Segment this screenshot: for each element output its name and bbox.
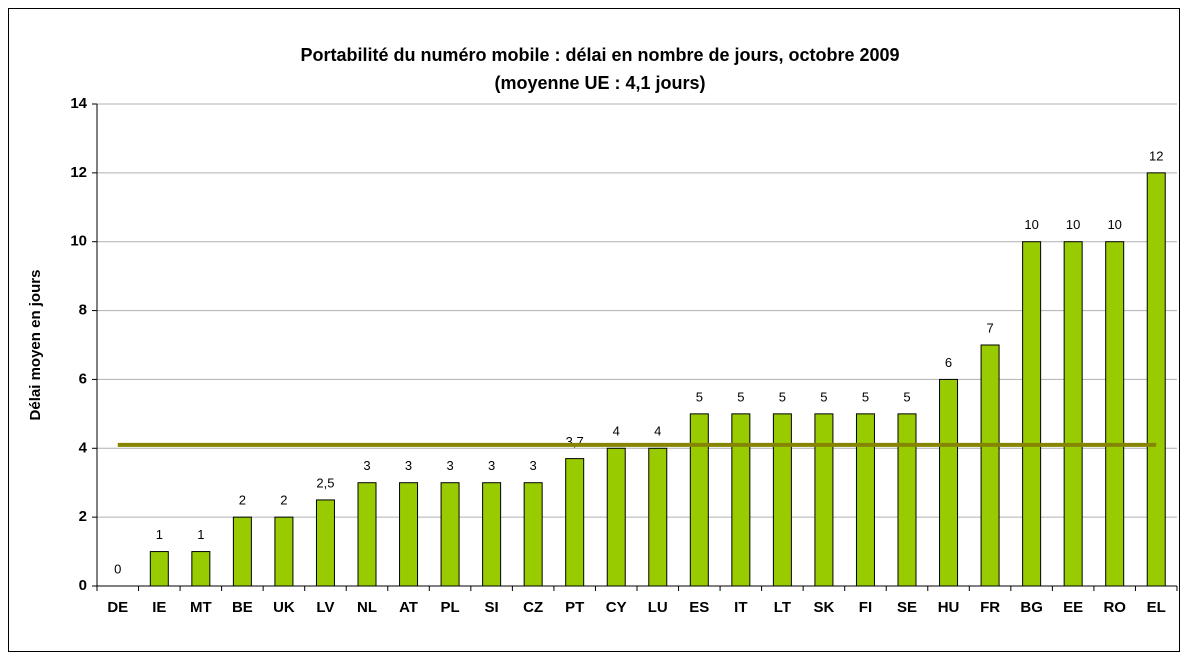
x-tick-label: SK bbox=[814, 599, 835, 616]
x-tick-label: PL bbox=[440, 599, 459, 616]
bar bbox=[357, 482, 377, 587]
value-label: 10 bbox=[1024, 217, 1038, 232]
x-tick-label: HU bbox=[938, 599, 960, 616]
value-label: 5 bbox=[779, 389, 786, 404]
x-tick-label: LT bbox=[774, 599, 791, 616]
chart-subtitle: (moyenne UE : 4,1 jours) bbox=[494, 73, 705, 93]
bar bbox=[482, 482, 502, 587]
value-label: 4 bbox=[613, 424, 620, 439]
x-tick-label: SE bbox=[897, 599, 917, 616]
bar bbox=[191, 551, 211, 587]
value-label: 3 bbox=[363, 458, 370, 473]
value-label: 10 bbox=[1107, 217, 1121, 232]
x-tick-label: IE bbox=[152, 599, 166, 616]
bar bbox=[565, 458, 585, 587]
y-tick-label: 12 bbox=[70, 164, 87, 181]
bar bbox=[1063, 241, 1083, 587]
x-tick-label: IT bbox=[734, 599, 747, 616]
bar bbox=[1146, 172, 1166, 587]
value-label: 2,5 bbox=[316, 475, 334, 490]
chart-frame bbox=[8, 8, 1180, 652]
bar bbox=[897, 413, 917, 587]
x-tick-label: CZ bbox=[523, 599, 543, 616]
value-label: 3 bbox=[405, 458, 412, 473]
bar bbox=[440, 482, 460, 587]
bar bbox=[772, 413, 792, 587]
bar bbox=[1022, 241, 1042, 587]
x-tick-label: UK bbox=[273, 599, 295, 616]
bar bbox=[149, 551, 169, 587]
y-axis-label: Délai moyen en jours bbox=[27, 270, 44, 421]
bar bbox=[648, 447, 668, 587]
x-tick-label: DE bbox=[107, 599, 128, 616]
bar bbox=[814, 413, 834, 587]
value-label: 2 bbox=[239, 493, 246, 508]
x-tick-label: PT bbox=[565, 599, 584, 616]
value-label: 5 bbox=[903, 389, 910, 404]
value-label: 1 bbox=[197, 527, 204, 542]
bar bbox=[399, 482, 419, 587]
value-label: 5 bbox=[737, 389, 744, 404]
x-tick-label: BE bbox=[232, 599, 253, 616]
bar bbox=[855, 413, 875, 587]
y-tick-label: 6 bbox=[79, 370, 87, 387]
bar bbox=[689, 413, 709, 587]
x-tick-label: ES bbox=[689, 599, 709, 616]
chart-title: Portabilité du numéro mobile : délai en … bbox=[300, 45, 899, 65]
bar bbox=[232, 516, 252, 587]
value-label: 6 bbox=[945, 355, 952, 370]
value-label: 1 bbox=[156, 527, 163, 542]
bar bbox=[315, 499, 335, 587]
x-tick-label: FR bbox=[980, 599, 1000, 616]
y-tick-label: 0 bbox=[79, 577, 87, 594]
y-tick-label: 2 bbox=[79, 508, 87, 525]
value-label: 7 bbox=[986, 320, 993, 335]
value-label: 3 bbox=[488, 458, 495, 473]
x-tick-label: NL bbox=[357, 599, 377, 616]
x-tick-label: MT bbox=[190, 599, 212, 616]
x-tick-label: SI bbox=[485, 599, 499, 616]
value-label: 10 bbox=[1066, 217, 1080, 232]
value-label: 5 bbox=[696, 389, 703, 404]
bar bbox=[731, 413, 751, 587]
bar bbox=[939, 378, 959, 587]
x-tick-label: LV bbox=[316, 599, 334, 616]
value-label: 3 bbox=[530, 458, 537, 473]
bar bbox=[980, 344, 1000, 587]
value-label: 5 bbox=[862, 389, 869, 404]
value-label: 3 bbox=[446, 458, 453, 473]
bar bbox=[523, 482, 543, 587]
y-tick-label: 14 bbox=[70, 95, 87, 112]
x-tick-label: AT bbox=[399, 599, 418, 616]
value-label: 12 bbox=[1149, 148, 1163, 163]
x-tick-label: BG bbox=[1020, 599, 1043, 616]
value-label: 5 bbox=[820, 389, 827, 404]
x-tick-label: CY bbox=[606, 599, 627, 616]
x-tick-label: RO bbox=[1103, 599, 1126, 616]
value-label: 2 bbox=[280, 493, 287, 508]
x-tick-label: EE bbox=[1063, 599, 1083, 616]
x-tick-label: EL bbox=[1147, 599, 1166, 616]
value-label: 4 bbox=[654, 424, 661, 439]
value-label: 0 bbox=[114, 561, 121, 576]
bar bbox=[1105, 241, 1125, 587]
y-tick-label: 10 bbox=[70, 233, 87, 250]
bar bbox=[274, 516, 294, 587]
y-tick-label: 4 bbox=[79, 439, 88, 456]
x-tick-label: LU bbox=[648, 599, 668, 616]
bar bbox=[606, 447, 626, 587]
y-tick-label: 8 bbox=[79, 302, 87, 319]
x-tick-label: FI bbox=[859, 599, 872, 616]
